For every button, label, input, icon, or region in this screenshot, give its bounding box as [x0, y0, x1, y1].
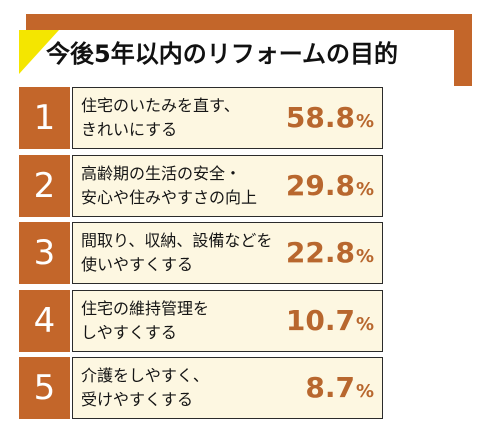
header-top-bar [26, 14, 472, 30]
rank-value: 8.7% [305, 358, 374, 418]
value-number: 8.7 [305, 371, 355, 404]
rank-panel: 介護をしやすく、 受けやすくする 8.7% [72, 357, 383, 419]
rank-number: 3 [19, 222, 70, 284]
rank-value: 29.8% [286, 156, 374, 216]
rank-number: 2 [19, 154, 70, 217]
rank-number: 5 [19, 357, 70, 419]
value-unit: % [355, 178, 374, 200]
rank-row: 3 間取り、収納、設備などを 使いやすくする 22.8% [19, 222, 383, 284]
chart-title: 今後5年以内のリフォームの目的 [46, 40, 398, 68]
rank-row: 4 住宅の維持管理を しやすくする 10.7% [19, 289, 383, 352]
value-number: 22.8 [285, 236, 355, 269]
rank-label: 介護をしやすく、 受けやすくする [81, 366, 209, 409]
value-unit: % [355, 313, 374, 335]
rank-row: 1 住宅のいたみを直す、 きれいにする 58.8% [19, 87, 383, 149]
rank-label: 間取り、収納、設備などを 使いやすくする [81, 231, 273, 274]
rank-label: 高齢期の生活の安全・ 安心や住みやすさの向上 [81, 163, 258, 207]
value-unit: % [355, 381, 374, 402]
rank-row: 2 高齢期の生活の安全・ 安心や住みやすさの向上 29.8% [19, 154, 383, 217]
rank-value: 58.8% [286, 88, 374, 148]
header-side-bar [454, 14, 472, 86]
rank-panel: 住宅のいたみを直す、 きれいにする 58.8% [72, 87, 383, 149]
rank-panel: 高齢期の生活の安全・ 安心や住みやすさの向上 29.8% [72, 154, 383, 217]
ranking-list: 1 住宅のいたみを直す、 きれいにする 58.8% 2 高齢期の生活の安全・ 安心や住み… [19, 87, 383, 420]
value-number: 58.8 [285, 101, 355, 134]
rank-number: 4 [19, 289, 70, 352]
value-unit: % [355, 246, 374, 267]
rank-panel: 間取り、収納、設備などを 使いやすくする 22.8% [72, 222, 383, 284]
rank-label: 住宅のいたみを直す、 きれいにする [81, 96, 240, 139]
rank-value: 10.7% [286, 291, 374, 351]
rank-value: 22.8% [286, 223, 374, 283]
rank-row: 5 介護をしやすく、 受けやすくする 8.7% [19, 357, 383, 419]
rank-number: 1 [19, 87, 70, 149]
value-number: 10.7 [285, 303, 355, 337]
value-number: 29.8 [285, 168, 355, 202]
rank-panel: 住宅の維持管理を しやすくする 10.7% [72, 289, 383, 352]
rank-label: 住宅の維持管理を しやすくする [81, 298, 210, 342]
value-unit: % [355, 111, 374, 132]
